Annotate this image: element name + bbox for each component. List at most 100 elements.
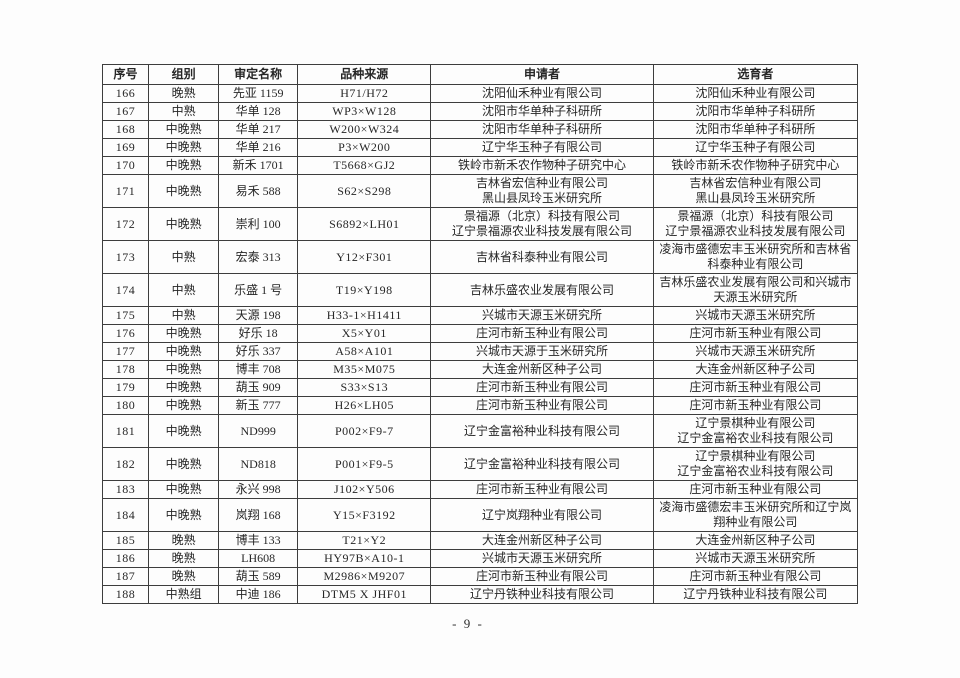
cell-group: 中晚熟	[148, 324, 220, 343]
cell-no: 166	[101, 84, 150, 103]
cell-breeder: 庄河市新玉种业有限公司	[652, 324, 859, 343]
cell-applicant: 大连金州新区种子公司	[430, 531, 654, 550]
cell-no: 170	[101, 156, 150, 175]
table-row: 183 中晚熟 永兴 998 J102×Y506 庄河市新玉种业有限公司 庄河市新玉种业有…	[101, 480, 859, 499]
table-row: 186 晚熟 LH608 HY97B×A10-1 兴城市天源玉米研究所 兴城市天源玉米研究…	[101, 549, 859, 568]
cell-applicant: 辽宁金富裕种业科技有限公司	[430, 414, 654, 448]
cell-applicant: 辽宁丹铁种业科技有限公司	[430, 585, 654, 604]
cell-breeder: 沈阳市华单种子科研所	[652, 120, 859, 139]
cell-applicant: 景福源（北京）科技有限公司 辽宁景福源农业科技发展有限公司	[430, 207, 654, 241]
cell-no: 185	[101, 531, 150, 550]
cell-no: 188	[101, 585, 150, 604]
table-row: 179 中晚熟 葫玉 909 S33×S13 庄河市新玉种业有限公司 庄河市新玉种业有限公…	[101, 378, 859, 397]
cell-source: S6892×LH01	[297, 207, 432, 241]
column-header: 选育者	[652, 64, 859, 85]
cell-source: Y12×F301	[297, 240, 432, 274]
cell-applicant: 辽宁金富裕种业科技有限公司	[430, 447, 654, 481]
cell-name: 葫玉 909	[218, 378, 299, 397]
table-header-row: 序号 组别 审定名称 品种来源 申请者 选育者	[101, 64, 859, 85]
cell-applicant: 辽宁华玉种子有限公司	[430, 138, 654, 157]
table-row: 182 中晚熟 ND818 P001×F9-5 辽宁金富裕种业科技有限公司 辽宁景棋种业有…	[101, 447, 859, 481]
cell-group: 中熟组	[148, 585, 220, 604]
cell-applicant: 兴城市天源于玉米研究所	[430, 342, 654, 361]
cell-source: HY97B×A10-1	[297, 549, 432, 568]
table-row: 185 晚熟 博丰 133 T21×Y2 大连金州新区种子公司 大连金州新区种子公司	[101, 531, 859, 550]
cell-breeder: 庄河市新玉种业有限公司	[652, 480, 859, 499]
table-row: 173 中熟 宏泰 313 Y12×F301 吉林省科泰种业有限公司 凌海市盛德宏丰玉米研…	[101, 240, 859, 274]
cell-name: 宏泰 313	[218, 240, 299, 274]
cell-name: 乐盛 1 号	[218, 273, 299, 307]
cell-applicant: 铁岭市新禾农作物种子研究中心	[430, 156, 654, 175]
table-row: 166 晚熟 先亚 1159 H71/H72 沈阳仙禾种业有限公司 沈阳仙禾种业有限公司	[101, 84, 859, 103]
cell-source: DTM5 X JHF01	[297, 585, 432, 604]
cell-applicant: 庄河市新玉种业有限公司	[430, 480, 654, 499]
cell-source: WP3×W128	[297, 102, 432, 121]
cell-name: 好乐 337	[218, 342, 299, 361]
table-row: 180 中晚熟 新玉 777 H26×LH05 庄河市新玉种业有限公司 庄河市新玉种业有限…	[101, 396, 859, 415]
cell-source: Y15×F3192	[297, 498, 432, 532]
cell-breeder: 兴城市天源玉米研究所	[652, 306, 859, 325]
cell-no: 177	[101, 342, 150, 361]
cell-breeder: 辽宁景棋种业有限公司 辽宁金富裕农业科技有限公司	[652, 414, 859, 448]
cell-group: 中熟	[148, 240, 220, 274]
cell-no: 176	[101, 324, 150, 343]
cell-applicant: 大连金州新区种子公司	[430, 360, 654, 379]
cell-group: 中晚熟	[148, 396, 220, 415]
table-row: 177 中晚熟 好乐 337 A58×A101 兴城市天源于玉米研究所 兴城市天源玉米研究…	[101, 342, 859, 361]
cell-group: 中晚熟	[148, 414, 220, 448]
cell-group: 中晚熟	[148, 174, 220, 208]
cell-applicant: 沈阳市华单种子科研所	[430, 102, 654, 121]
table-row: 181 中晚熟 ND999 P002×F9-7 辽宁金富裕种业科技有限公司 辽宁景棋种业有…	[101, 414, 859, 448]
cell-group: 中晚熟	[148, 447, 220, 481]
cell-breeder: 兴城市天源玉米研究所	[652, 342, 859, 361]
column-header: 申请者	[430, 64, 654, 85]
cell-no: 167	[101, 102, 150, 121]
cell-breeder: 景福源（北京）科技有限公司 辽宁景福源农业科技发展有限公司	[652, 207, 859, 241]
cell-name: 中迪 186	[218, 585, 299, 604]
cell-applicant: 吉林省科泰种业有限公司	[430, 240, 654, 274]
cell-no: 175	[101, 306, 150, 325]
cell-name: 先亚 1159	[218, 84, 299, 103]
cell-group: 中熟	[148, 306, 220, 325]
cell-name: 华单 216	[218, 138, 299, 157]
cell-breeder: 凌海市盛德宏丰玉米研究所和吉林省科泰种业有限公司	[652, 240, 859, 274]
cell-name: 好乐 18	[218, 324, 299, 343]
table-row: 188 中熟组 中迪 186 DTM5 X JHF01 辽宁丹铁种业科技有限公司 辽宁丹铁…	[101, 585, 859, 604]
cell-name: 葫玉 589	[218, 567, 299, 586]
cell-source: T5668×GJ2	[297, 156, 432, 175]
cell-source: J102×Y506	[297, 480, 432, 499]
cell-no: 172	[101, 207, 150, 241]
cell-breeder: 吉林省宏信种业有限公司 黑山县凤玲玉米研究所	[652, 174, 859, 208]
cell-source: S62×S298	[297, 174, 432, 208]
cell-source: T19×Y198	[297, 273, 432, 307]
cell-breeder: 辽宁丹铁种业科技有限公司	[652, 585, 859, 604]
cell-name: 华单 128	[218, 102, 299, 121]
cell-applicant: 庄河市新玉种业有限公司	[430, 378, 654, 397]
cell-no: 171	[101, 174, 150, 208]
cell-no: 181	[101, 414, 150, 448]
cell-breeder: 大连金州新区种子公司	[652, 531, 859, 550]
cell-source: P001×F9-5	[297, 447, 432, 481]
table-row: 176 中晚熟 好乐 18 X5×Y01 庄河市新玉种业有限公司 庄河市新玉种业有限公司	[101, 324, 859, 343]
cell-no: 179	[101, 378, 150, 397]
cell-name: 华单 217	[218, 120, 299, 139]
cell-source: S33×S13	[297, 378, 432, 397]
cell-group: 中熟	[148, 273, 220, 307]
cell-applicant: 吉林省宏信种业有限公司 黑山县凤玲玉米研究所	[430, 174, 654, 208]
cell-group: 晚熟	[148, 567, 220, 586]
cell-breeder: 沈阳市华单种子科研所	[652, 102, 859, 121]
cell-source: A58×A101	[297, 342, 432, 361]
cell-name: 新禾 1701	[218, 156, 299, 175]
cell-source: T21×Y2	[297, 531, 432, 550]
cell-group: 中熟	[148, 102, 220, 121]
table-row: 171 中晚熟 易禾 588 S62×S298 吉林省宏信种业有限公司 黑山县凤玲玉米研…	[101, 174, 859, 208]
cell-breeder: 庄河市新玉种业有限公司	[652, 567, 859, 586]
cell-no: 178	[101, 360, 150, 379]
cell-breeder: 辽宁景棋种业有限公司 辽宁金富裕农业科技有限公司	[652, 447, 859, 481]
cell-name: LH608	[218, 549, 299, 568]
cell-breeder: 铁岭市新禾农作物种子研究中心	[652, 156, 859, 175]
cell-breeder: 吉林乐盛农业发展有限公司和兴城市天源玉米研究所	[652, 273, 859, 307]
cell-no: 182	[101, 447, 150, 481]
table-row: 170 中晚熟 新禾 1701 T5668×GJ2 铁岭市新禾农作物种子研究中心 铁岭市新…	[101, 156, 859, 175]
